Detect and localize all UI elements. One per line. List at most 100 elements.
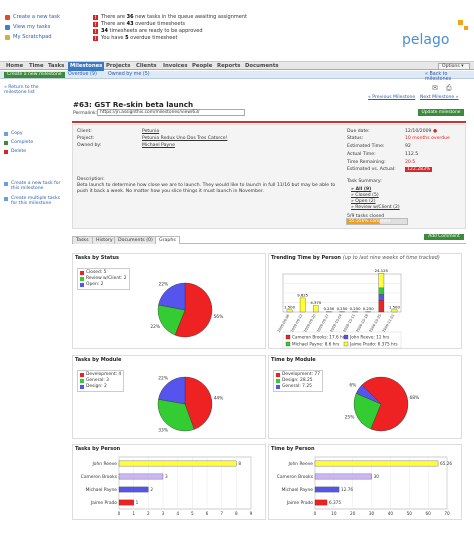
tab-graphs[interactable]: Graphs [155, 236, 180, 244]
description-label: Description: [77, 177, 105, 182]
create-multi-task-link[interactable]: Create multiple tasks for this milestone [4, 196, 64, 206]
tab-time[interactable]: Time [29, 63, 44, 69]
data-label: 1.500 [389, 304, 400, 309]
add-comment-button[interactable]: Add Comment [424, 234, 464, 240]
bar [314, 486, 340, 493]
chart-legend: Development: 4 General: 3 Design: 2 [77, 370, 125, 392]
tab-invoices[interactable]: Invoices [163, 63, 188, 69]
complete-label: Complete [11, 140, 34, 145]
tick-label: 60 [425, 511, 431, 516]
alert-icon: ● [432, 129, 437, 134]
summary-closed-link[interactable]: » Closed (5) [351, 193, 379, 198]
notice-count: 36 [126, 14, 134, 20]
client-link[interactable]: Petunia [142, 129, 160, 134]
status-value: 10 months overdue [405, 136, 450, 141]
summary-all-link[interactable]: » All (9) [351, 187, 372, 192]
tick-label: 2 [147, 511, 150, 516]
data-label: 6.375 [329, 500, 341, 505]
alert-icon: ! [93, 14, 98, 20]
status-pie-chart: 56% 22% 22% [150, 281, 223, 338]
complete-link[interactable]: Complete [4, 140, 33, 145]
tab-documents[interactable]: Documents [245, 63, 279, 69]
tab-projects[interactable]: Projects [106, 63, 131, 69]
update-milestone-button[interactable]: Update milestone [418, 109, 464, 116]
overdue-link[interactable]: Overdue (9) [68, 72, 97, 77]
tab-home[interactable]: Home [6, 63, 24, 69]
legend-swatch [80, 385, 84, 389]
tick-label: 3 [162, 511, 165, 516]
owned-by-me-link[interactable]: Owned by me (5) [108, 72, 150, 77]
email-icon[interactable]: ✉ [432, 84, 438, 92]
progress-text: 55.556% complete [349, 219, 391, 224]
logo-square [458, 20, 463, 25]
notice-new-tasks[interactable]: ! There are 36 new tasks in the queue awa… [93, 14, 247, 20]
back-to-milestones-link[interactable]: « Back to milestones [425, 72, 474, 82]
scratchpad-link[interactable]: My Scratchpad [5, 34, 52, 40]
progress-bar: 55.556% complete [346, 218, 408, 225]
chart-legend: Development: 77 Design: 28.25 General: 7… [273, 370, 324, 392]
page-title: #63: GST Re-skin beta launch [73, 100, 194, 109]
notice-text: There are [101, 21, 127, 27]
notice-text: There are [101, 14, 127, 20]
pie-slice [361, 376, 409, 432]
tab-reports[interactable]: Reports [217, 63, 241, 69]
prev-label: Previous Milestone [372, 95, 416, 100]
trending-bar-chart: 1.500 2009-09-06 9.625 2009-09-13 4.375 2009-… [277, 268, 402, 349]
legend-swatch [80, 373, 84, 377]
prev-milestone-link[interactable]: « Previous Milestone [368, 95, 415, 100]
create-task-milestone-link[interactable]: Create a new task for this milestone [4, 181, 64, 191]
notice-text: You have [101, 35, 126, 41]
delete-link[interactable]: Delete [4, 149, 26, 154]
tab-people[interactable]: People [192, 63, 213, 69]
tab-milestones[interactable]: Milestones [68, 62, 105, 71]
bar [299, 297, 306, 313]
pie-slice-label: 22% [158, 375, 168, 381]
data-label: 0.250 [363, 306, 374, 311]
estimated-label: Estimated Time: [347, 144, 385, 149]
milestone-info: Client: Petunia Project: Petunia Redux U… [72, 124, 466, 229]
tab-clients[interactable]: Clients [136, 63, 157, 69]
time-by-module-panel: Time by Module Development: 77 Design: 2… [268, 355, 462, 439]
print-icon[interactable]: ⎙ [446, 84, 452, 92]
copy-link[interactable]: Copy [4, 131, 23, 136]
category-label: Jaime Prado [90, 500, 117, 506]
tick-label: 0 [118, 511, 121, 516]
tick-label: 1 [132, 511, 135, 516]
notice-overdue-timesheets[interactable]: ! There are 43 overdue timesheets [93, 21, 185, 27]
legend-label: Development: 4 [86, 372, 122, 377]
tab-tasks-detail[interactable]: Tasks [72, 236, 93, 244]
tick-label: 2009-10-11 [342, 314, 356, 334]
scratchpad-label: My Scratchpad [13, 34, 52, 40]
create-milestone-button[interactable]: Create a new milestone [4, 72, 65, 78]
back-arrow-icon: « [425, 72, 430, 77]
view-tasks-link[interactable]: View my tasks [5, 24, 50, 30]
tab-history[interactable]: History [92, 236, 117, 244]
create-task-link[interactable]: Create a new task [5, 14, 60, 20]
permalink-field[interactable]: https://jn.assignthis.com/milestones/vie… [97, 109, 245, 116]
tick-label: 2009-10-18 [355, 314, 369, 334]
notice-approve-timesheets[interactable]: ! 34 timesheets are ready to be approved [93, 28, 203, 34]
tab-tasks[interactable]: Tasks [48, 63, 65, 69]
tab-documents-detail[interactable]: Documents (0) [114, 236, 157, 244]
tick-label: 70 [444, 511, 450, 516]
owner-link[interactable]: Michael Payne [142, 143, 175, 148]
notepad-icon [5, 34, 10, 40]
logo-square [464, 26, 468, 30]
project-link[interactable]: Petunia Redux Uno Dos Tres Catorce! [142, 136, 228, 141]
plus-icon [5, 14, 10, 20]
bar [391, 309, 398, 313]
summary-review-link[interactable]: » Review w/Client (2) [351, 205, 400, 210]
pie-slice-label: 22% [158, 281, 168, 287]
tasks-by-module-panel: Tasks by Module Development: 4 General: … [72, 355, 266, 439]
summary-open-link[interactable]: » Open (2) [351, 199, 376, 204]
bar [118, 486, 149, 493]
tick-label: 2009-09-06 [277, 314, 291, 334]
return-link[interactable]: « Return to the milestone list [4, 85, 39, 95]
category-label: John Reeve [288, 461, 314, 467]
bar [118, 460, 237, 467]
bar [314, 460, 439, 467]
notice-my-overdue[interactable]: ! You have 5 overdue timesheet [93, 35, 177, 41]
next-milestone-link[interactable]: Next Milestone » [420, 95, 459, 100]
options-dropdown[interactable]: Options ▾ [438, 63, 470, 70]
legend-label: Michael Payne: 8.6 hrs [292, 342, 339, 347]
